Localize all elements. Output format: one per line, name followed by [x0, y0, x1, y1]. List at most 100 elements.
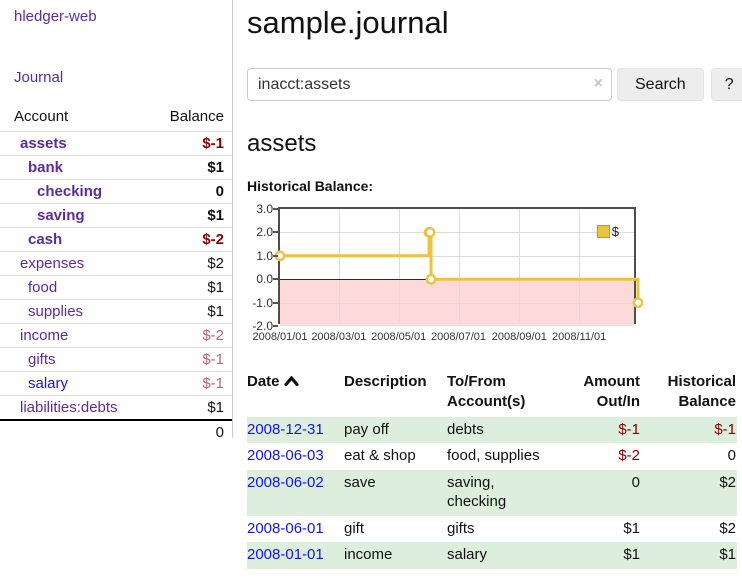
legend-label: $ — [611, 224, 619, 239]
register-column-amount: Amount Out/In — [583, 373, 640, 411]
sidebar-account-link[interactable]: gifts — [28, 351, 56, 368]
search-form: × Search ? — [247, 68, 742, 101]
transaction-accounts: debts — [447, 420, 484, 438]
account-row: checking 0 — [0, 179, 232, 204]
accounts-header-row: Account Balance — [0, 105, 232, 132]
register-header-row: Date Description To/From Account(s) Amount … — [247, 370, 737, 417]
sidebar-account-link[interactable]: cash — [28, 231, 63, 248]
account-row: expenses $2 — [0, 251, 232, 276]
transaction-date-link[interactable]: 2008-12-31 — [247, 420, 324, 438]
transaction-date-link[interactable]: 2008-06-02 — [247, 474, 324, 491]
y-axis-tick-label: -2.0 — [252, 319, 273, 333]
register-column-date[interactable]: Date — [247, 370, 344, 417]
account-balance: $-2 — [140, 323, 232, 348]
h-gridline — [280, 232, 634, 234]
app-title-link[interactable]: hledger-web — [14, 8, 97, 25]
account-balance: $1 — [140, 395, 232, 420]
v-gridline — [338, 209, 340, 322]
transaction-date-link[interactable]: 2008-01-01 — [247, 546, 324, 564]
transaction-amount: $1 — [623, 519, 640, 537]
transaction-accounts: saving, checking — [447, 474, 507, 510]
transaction-amount: 0 — [631, 474, 640, 491]
account-balance: $-2 — [140, 227, 232, 252]
sidebar-item-journal[interactable]: Journal — [14, 69, 64, 86]
y-axis-tick-label: 2.0 — [256, 225, 273, 240]
transaction-accounts: food, supplies — [447, 447, 540, 465]
sidebar-account-link[interactable]: bank — [28, 159, 64, 176]
sidebar-account-link[interactable]: salary — [28, 375, 69, 392]
sidebar-account-link[interactable]: assets — [20, 135, 67, 152]
v-gridline — [458, 209, 460, 322]
chart-plot-area: $ — [274, 207, 644, 326]
sidebar-account-link[interactable]: checking — [37, 183, 103, 200]
sidebar-account-link[interactable]: income — [20, 327, 69, 344]
search-button[interactable]: Search — [617, 68, 704, 101]
sidebar-account-link[interactable]: liabilities:debts — [20, 399, 118, 416]
sidebar-accounts-body: assets $-1 bank $1 checking 0 saving $1 cash $-2 e… — [0, 131, 232, 420]
register-table: Date Description To/From Account(s) Amount … — [247, 370, 737, 569]
transaction-balance: 0 — [727, 447, 736, 465]
chart-title: Historical Balance: — [247, 178, 374, 194]
transaction-amount: $-2 — [618, 447, 640, 465]
transaction-row: 2008-06-03 eat & shop food, supplies $-2 0 — [247, 443, 737, 470]
sidebar-account-link[interactable]: saving — [37, 207, 85, 224]
y-axis-tick-mark — [273, 278, 278, 281]
legend-swatch — [596, 225, 610, 238]
x-axis-tick-label: 2008/01/01 — [252, 331, 308, 343]
transaction-balance: $2 — [719, 519, 736, 537]
transaction-balance: $-1 — [714, 420, 736, 438]
y-axis-tick-mark — [273, 231, 278, 234]
y-axis-tick-label: 0.0 — [256, 272, 273, 287]
main-content: sample.journal × Search ? assets Histori… — [247, 0, 742, 569]
transaction-row: 2008-01-01 income salary $1 $1 — [247, 542, 737, 569]
search-input[interactable] — [247, 68, 612, 101]
account-heading: assets — [247, 130, 317, 157]
account-row: saving $1 — [0, 203, 232, 228]
historical-balance-chart: $ 3.0 2.0 1.0 0.0 -1.0 -2.0 2008/01/01 2008/03/… — [247, 202, 742, 349]
account-row: supplies $1 — [0, 299, 232, 324]
account-row: food $1 — [0, 275, 232, 300]
sidebar-account-link[interactable]: supplies — [28, 303, 84, 320]
clear-search-icon[interactable]: × — [593, 75, 603, 92]
account-balance: $1 — [140, 203, 232, 228]
register-column-to: To/From Account(s) — [447, 373, 526, 411]
account-balance: $1 — [140, 299, 232, 324]
transaction-description: income — [344, 546, 393, 564]
x-axis-tick-label: 2008/11/01 — [552, 331, 607, 343]
accounts-table: Account Balance assets $-1 bank $1 checking 0… — [0, 105, 232, 444]
transaction-amount: $1 — [623, 546, 640, 564]
v-gridline — [579, 209, 581, 322]
account-balance: $-1 — [140, 131, 232, 156]
transaction-date-link[interactable]: 2008-06-01 — [247, 519, 324, 537]
transaction-date-link[interactable]: 2008-06-03 — [247, 447, 324, 465]
help-button[interactable]: ? — [710, 68, 742, 101]
sort-asc-icon[interactable] — [283, 372, 299, 392]
v-gridline — [398, 209, 400, 322]
transaction-amount: $-1 — [618, 420, 640, 438]
account-row: income $-2 — [0, 323, 232, 348]
register-column-description: Description — [344, 373, 427, 390]
y-axis-tick-mark — [273, 208, 278, 210]
sidebar-account-link[interactable]: expenses — [20, 255, 85, 272]
transaction-accounts: salary — [447, 546, 488, 564]
h-gridline — [280, 255, 634, 257]
accounts-header-balance: Balance — [169, 108, 224, 125]
account-row: cash $-2 — [0, 227, 232, 252]
register-column-historical: Historical Balance — [667, 373, 736, 411]
transaction-description: pay off — [344, 420, 389, 438]
v-gridline — [519, 209, 521, 322]
sidebar-account-link[interactable]: food — [28, 279, 58, 296]
account-row: bank $1 — [0, 155, 232, 180]
account-balance: $1 — [140, 155, 232, 180]
transaction-description: gift — [344, 519, 365, 537]
y-axis-tick-mark — [273, 254, 278, 257]
accounts-total-row: 0 — [0, 419, 232, 444]
transaction-row: 2008-06-02 save saving, checking 0 $2 — [247, 470, 737, 516]
y-axis-tick-mark — [273, 325, 278, 327]
y-axis-tick-label: 1.0 — [256, 248, 273, 263]
account-balance: 0 — [140, 179, 232, 204]
y-axis-tick-label: -1.0 — [252, 295, 273, 310]
account-row: salary $-1 — [0, 371, 232, 396]
balance-step-line — [274, 227, 644, 309]
transaction-description: save — [344, 474, 376, 491]
